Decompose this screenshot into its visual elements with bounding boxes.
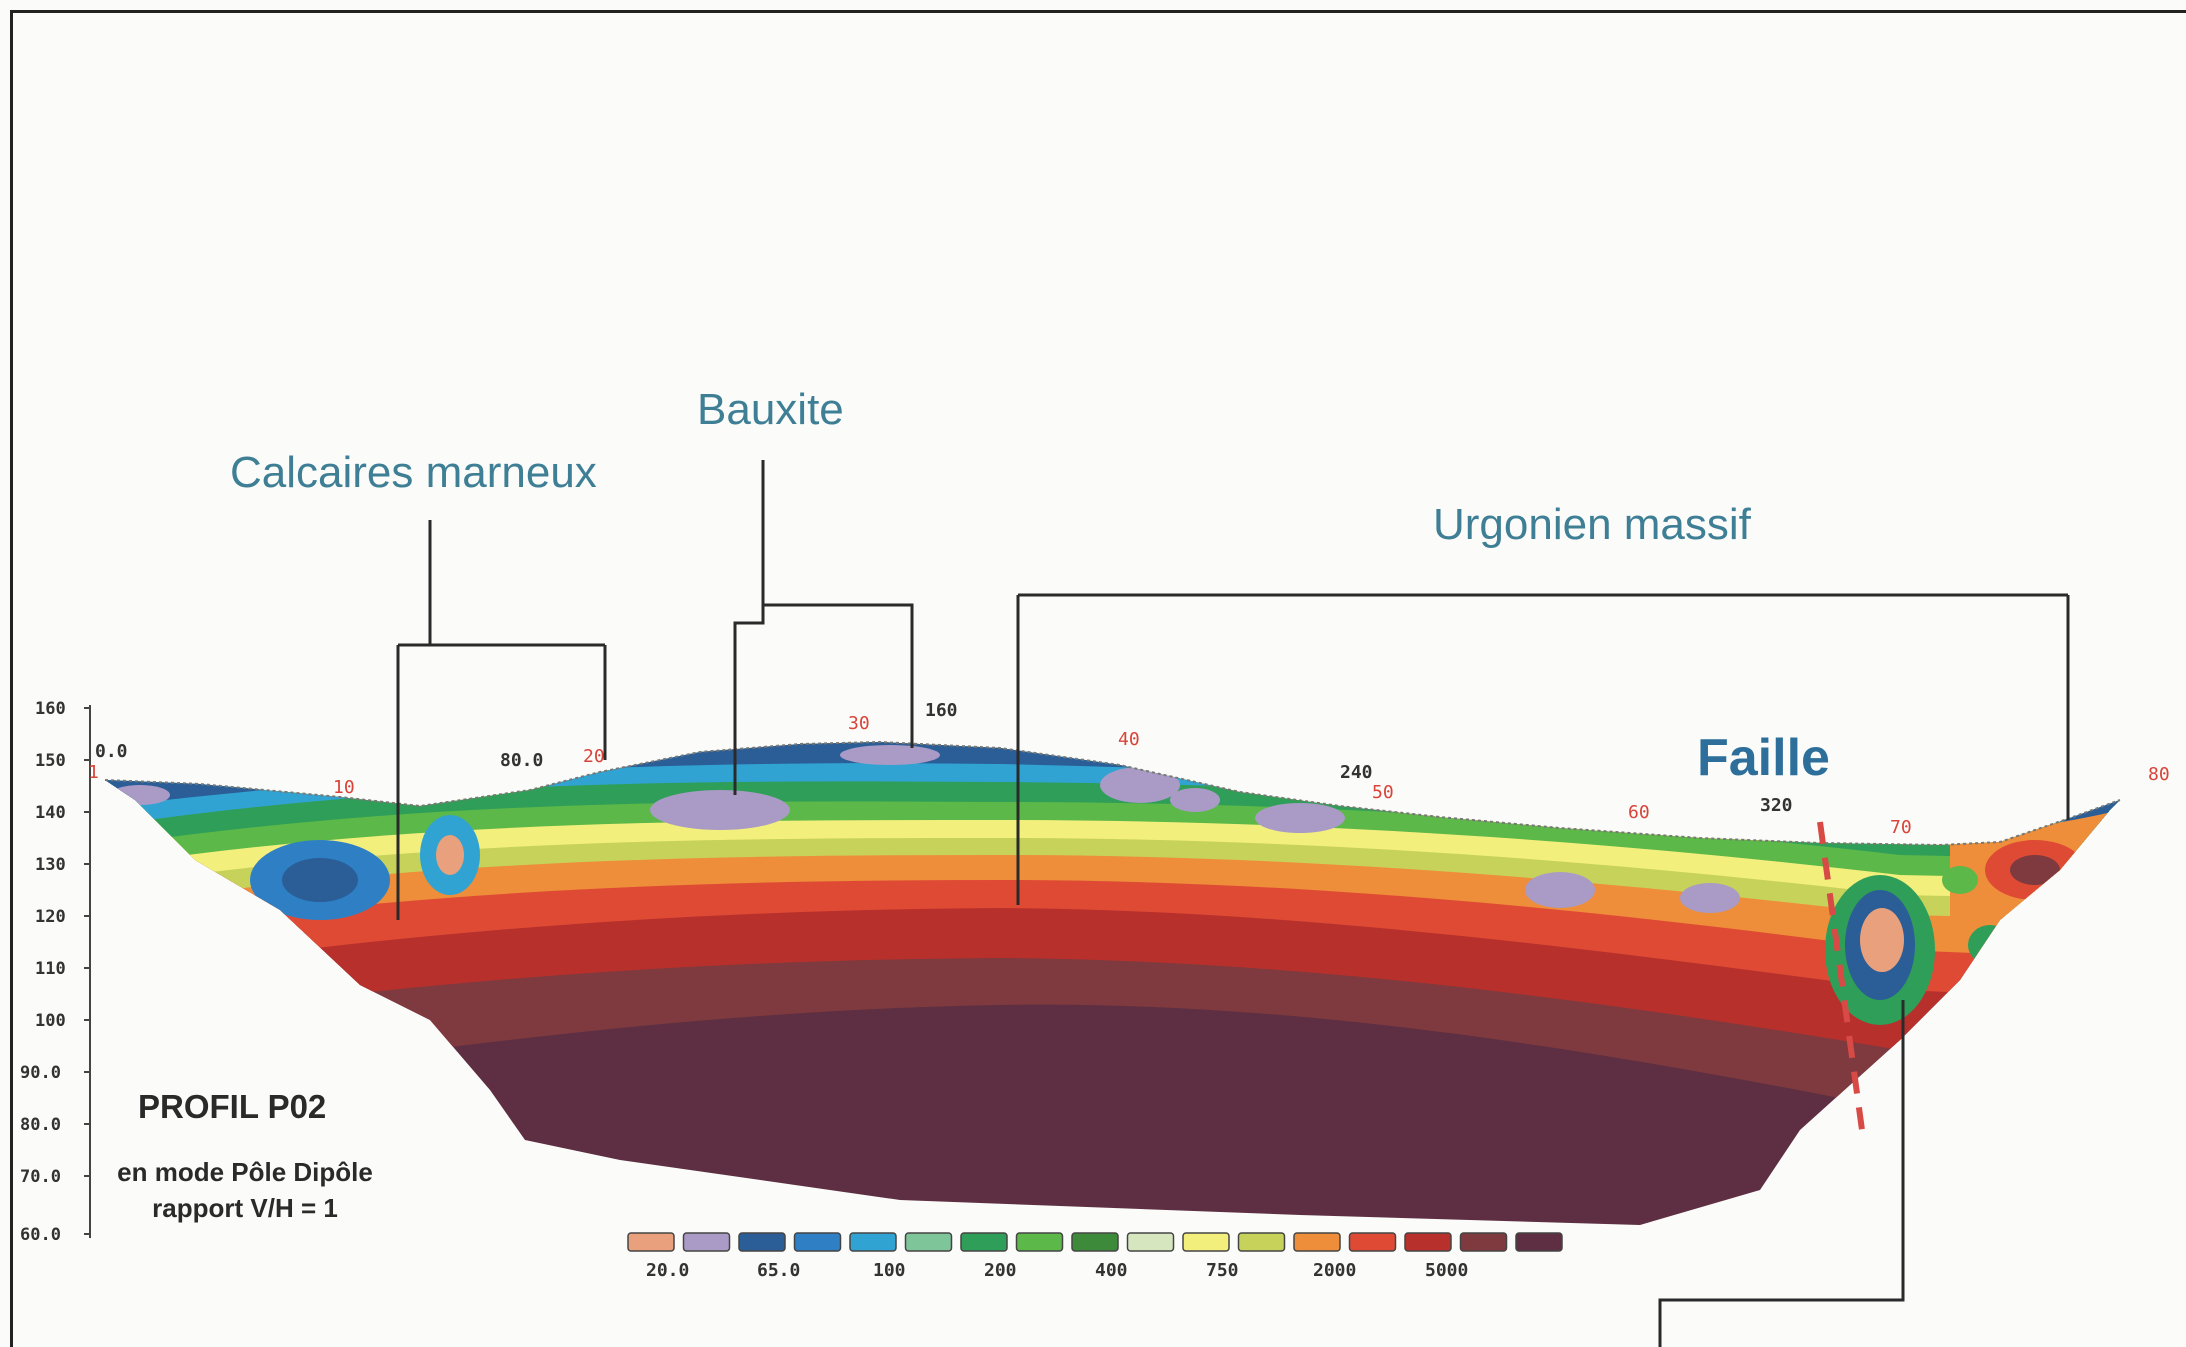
legend-swatch [1404, 1232, 1452, 1252]
legend-label: 5000 [1425, 1260, 1468, 1281]
legend-swatch [1515, 1232, 1563, 1252]
legend-swatch [1459, 1232, 1508, 1252]
legend-swatch [627, 1232, 675, 1252]
legend-label: 2000 [1313, 1260, 1356, 1281]
y-tick: 100 [35, 1011, 66, 1031]
legend-label: 20.0 [646, 1260, 689, 1281]
topography-line [104, 740, 2121, 847]
label-faille: Faille [1697, 729, 1830, 787]
legend-swatch [738, 1232, 786, 1252]
y-tick: 70.0 [20, 1167, 61, 1187]
distance-label: 240 [1340, 762, 1373, 783]
legend-label: 65.0 [757, 1260, 800, 1281]
label-urgonien-massif: Urgonien massif [1433, 500, 1751, 549]
y-axis: 160 150 140 130 120 110 100 90.0 80.0 70… [20, 699, 91, 1245]
annotation-leaders [396, 460, 2070, 1347]
figure-frame [10, 10, 2186, 1347]
y-tick: 140 [35, 803, 66, 823]
resistivity-layers [105, 742, 2120, 1225]
legend-swatches [627, 1232, 1563, 1252]
legend-swatch [1293, 1232, 1341, 1252]
label-calcaires-marneux: Calcaires marneux [230, 448, 597, 497]
electrode-label: 30 [848, 713, 870, 734]
legend-label: 100 [873, 1260, 906, 1281]
legend-swatch [793, 1232, 842, 1252]
electrode-label: 40 [1118, 729, 1140, 750]
profile-ratio: rapport V/H = 1 [152, 1193, 338, 1223]
electrode-label: 10 [333, 777, 355, 798]
y-tick: 90.0 [20, 1063, 61, 1083]
legend-swatch [1015, 1232, 1064, 1252]
legend-swatch [960, 1232, 1008, 1252]
y-tick: 130 [35, 855, 66, 875]
y-axis-tick-marks [84, 707, 90, 1235]
electrode-label: 60 [1628, 802, 1650, 823]
y-tick: 150 [35, 751, 66, 771]
distance-label: 320 [1760, 795, 1793, 816]
legend-swatch [1348, 1232, 1397, 1252]
electrode-label: 70 [1890, 817, 1912, 838]
legend-swatch [682, 1232, 731, 1252]
legend-label: 200 [984, 1260, 1017, 1281]
y-tick: 160 [35, 699, 66, 719]
fault-line [1817, 821, 1865, 1131]
legend-label: 400 [1095, 1260, 1128, 1281]
legend-swatch [904, 1232, 953, 1252]
profile-title: PROFIL P02 [138, 1088, 327, 1125]
label-bauxite: Bauxite [697, 385, 844, 434]
electrode-label: 50 [1372, 782, 1394, 803]
distance-label: 80.0 [500, 750, 543, 771]
legend-swatch [849, 1232, 897, 1252]
y-tick: 60.0 [20, 1225, 61, 1245]
electrode-label: 20 [583, 746, 605, 767]
legend-label: 750 [1206, 1260, 1239, 1281]
legend-swatch [1182, 1232, 1230, 1252]
electrode-label: 80 [2148, 764, 2170, 785]
legend-swatch [1071, 1232, 1119, 1252]
distance-label: 0.0 [95, 741, 128, 762]
legend-swatch [1126, 1232, 1175, 1252]
distance-label: 160 [925, 700, 958, 721]
legend-labels: 20.0 65.0 100 200 400 750 2000 5000 [646, 1260, 1468, 1281]
y-tick: 80.0 [20, 1115, 61, 1135]
legend-swatch [1237, 1232, 1286, 1252]
electrode-label: 1 [88, 762, 99, 783]
y-tick: 110 [35, 959, 66, 979]
profile-mode: en mode Pôle Dipôle [117, 1157, 373, 1187]
y-tick: 120 [35, 907, 66, 927]
